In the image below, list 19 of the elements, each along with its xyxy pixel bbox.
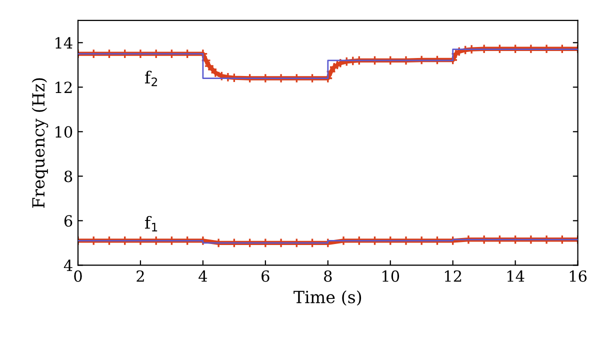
series-label: f$_{1}$ — [145, 216, 158, 232]
x-tick-label: 14 — [507, 270, 524, 282]
x-axis-title: Time (s) — [294, 290, 362, 306]
x-tick-label: 16 — [570, 270, 587, 282]
y-tick-label: 12 — [56, 82, 72, 93]
y-tick-label: 14 — [56, 37, 72, 48]
x-tick-label: 4 — [198, 270, 208, 282]
x-tick-label: 8 — [324, 270, 332, 282]
x-tick-label: 6 — [262, 270, 270, 282]
x-tick-label: 2 — [136, 270, 144, 282]
series-label: f$_{2}$ — [145, 70, 157, 86]
x-tick-label: 10 — [382, 270, 400, 282]
y-axis-title: Frequency (Hz) — [32, 78, 48, 208]
x-tick-label: 0 — [74, 270, 82, 282]
x-tick-label: 12 — [444, 270, 462, 282]
y-tick-label: 6 — [64, 215, 72, 227]
y-tick-label: 8 — [64, 170, 72, 182]
y-tick-label: 10 — [56, 126, 72, 138]
y-tick-label: 4 — [64, 260, 72, 272]
